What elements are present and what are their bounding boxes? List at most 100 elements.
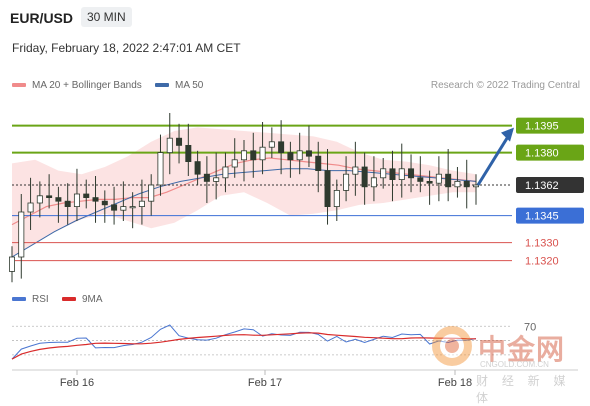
chart-header: EUR/USD 30 MIN (0, 0, 590, 36)
candle (417, 156, 424, 193)
candle-body (370, 177, 377, 188)
candle (120, 181, 127, 221)
candle-body (129, 206, 136, 209)
level-tag-1.1345 (516, 207, 584, 224)
candle (222, 152, 229, 193)
candle (129, 192, 136, 229)
candle-body (352, 166, 359, 175)
level-label-1.1320: 1.1320 (525, 256, 559, 268)
candle (472, 174, 479, 205)
candle-body (305, 150, 312, 157)
candle-body (398, 168, 405, 181)
candle (55, 186, 62, 223)
legend-ma50: MA 50 (155, 80, 203, 91)
candle-body (472, 184, 479, 188)
chart-datetime: Friday, February 18, 2022 2:47:01 AM CET (12, 41, 241, 55)
candle-body (64, 200, 71, 207)
candle-body (46, 195, 53, 199)
candle (111, 186, 118, 225)
candle (231, 138, 238, 178)
legend-rsi-ma: 9MA (62, 294, 103, 305)
forecast-arrow-head (501, 127, 514, 142)
legend-ma20: MA 20 + Bollinger Bands (12, 80, 142, 91)
candle (389, 150, 396, 202)
bollinger-bands (12, 127, 476, 258)
candle (185, 123, 192, 176)
legend-ma50-label: MA 50 (175, 80, 204, 91)
level-tag-1.1380 (516, 144, 584, 161)
candle (138, 179, 145, 225)
candle-body (287, 152, 294, 161)
candle (166, 113, 173, 175)
candle (435, 156, 442, 202)
candle (194, 150, 201, 185)
candle-body (222, 166, 229, 179)
candle (398, 143, 405, 198)
candle (259, 122, 266, 175)
candle-body (120, 206, 127, 211)
candle-body (166, 137, 173, 153)
candle-body (231, 159, 238, 168)
level-label-1.1395: 1.1395 (525, 121, 559, 133)
candle-body (408, 168, 415, 179)
candle (213, 152, 220, 200)
candle (370, 156, 377, 202)
candle (92, 176, 99, 223)
candle-body (361, 166, 368, 188)
candle (287, 141, 294, 178)
candle (408, 154, 415, 193)
timeframe-badge[interactable]: 30 MIN (81, 7, 132, 27)
candle-body (8, 256, 15, 272)
copyright-notice: Research © 2022 Trading Central (430, 80, 580, 91)
ma20-swatch-icon (12, 83, 26, 88)
candle-body (27, 202, 34, 213)
candle (27, 177, 34, 230)
candle (445, 149, 452, 202)
candle-body (278, 141, 285, 154)
candle (36, 181, 43, 218)
candle-body (389, 168, 396, 181)
candles (8, 113, 479, 283)
candle (250, 132, 257, 178)
candle-body (148, 184, 155, 202)
candle-body (296, 150, 303, 161)
candle-body (250, 150, 257, 161)
candle-body (83, 193, 90, 198)
candle-body (111, 204, 118, 211)
candle (278, 120, 285, 175)
ma50-swatch-icon (155, 83, 169, 88)
candle-body (417, 177, 424, 182)
candle-body (55, 197, 62, 202)
candle (343, 156, 350, 202)
candle (296, 132, 303, 175)
candle (426, 170, 433, 205)
candle (18, 194, 25, 279)
level-tag-1.1362 (516, 177, 584, 193)
x-tick-label: Feb 16 (60, 377, 94, 389)
candle-body (18, 211, 25, 258)
forecast-arrow (476, 127, 514, 186)
candle (380, 158, 387, 189)
candle-body (445, 173, 452, 188)
rsi-ma-swatch-icon (62, 297, 76, 302)
symbol-label: EUR/USD (10, 10, 74, 26)
candle-body (138, 200, 145, 207)
legend-rsi: RSI (12, 294, 49, 305)
candle (361, 152, 368, 205)
candle-body (194, 161, 201, 175)
candle-body (157, 152, 164, 186)
candle (101, 190, 108, 223)
candle (157, 134, 164, 196)
rsi-line (11, 324, 477, 360)
candle (83, 179, 90, 209)
candle-body (240, 150, 247, 161)
candle (463, 159, 470, 209)
key-levels: 1.1395 1.1380 1.1362 1.1345 1.1330 1.1320 (12, 117, 584, 268)
candle (240, 140, 247, 182)
candle-body (185, 144, 192, 162)
candle-body (176, 137, 183, 146)
rsi-ma-line (11, 332, 477, 360)
candle-body (36, 195, 43, 204)
candle (268, 127, 275, 158)
